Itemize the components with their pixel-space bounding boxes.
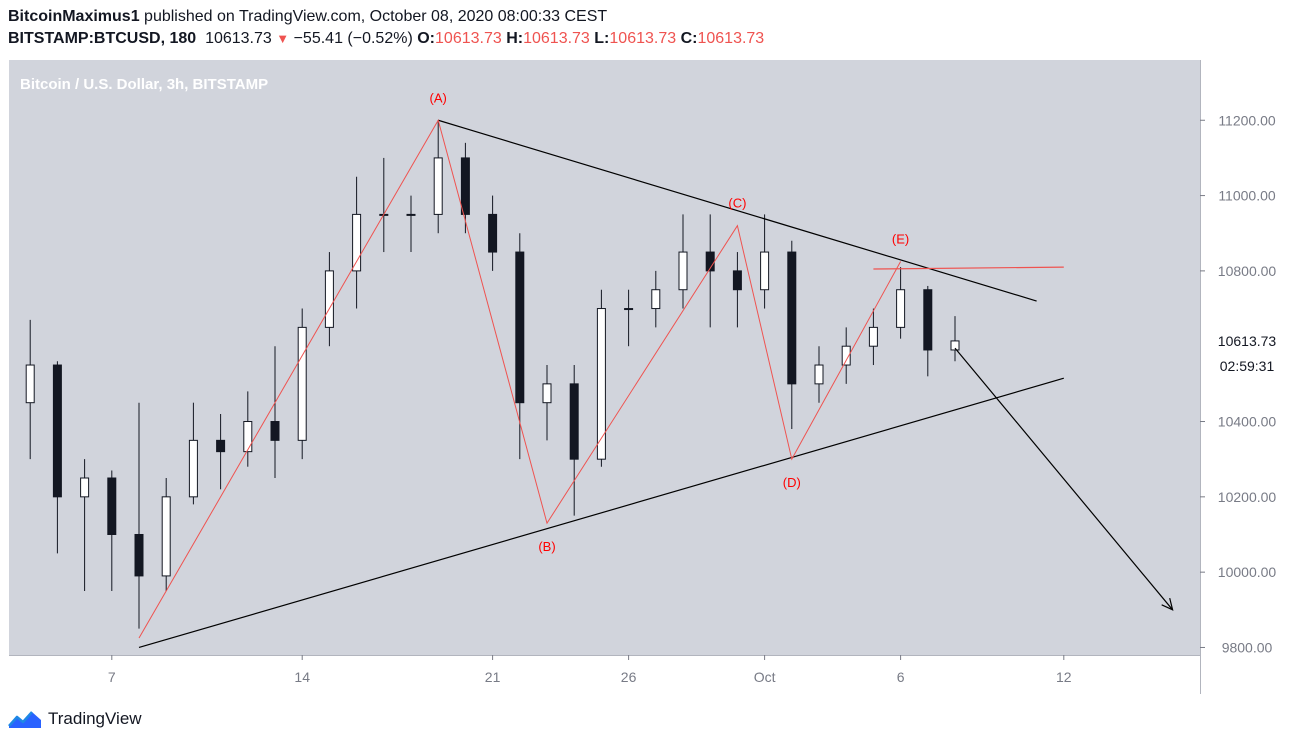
wave-label: (A) (430, 90, 447, 105)
candle (923, 289, 933, 351)
currency-label: USD (1232, 72, 1262, 88)
publish-date: published on TradingView.com, October 08… (139, 8, 608, 25)
author-name[interactable]: BitcoinMaximus1 (8, 8, 140, 25)
y-tick-label: 10800.00 (1218, 263, 1277, 279)
candle (433, 157, 443, 215)
candle (324, 270, 334, 328)
high-value: 10613.73 (523, 30, 590, 47)
current-price: 10613.73 (205, 30, 272, 47)
down-triangle-icon: ▼ (276, 31, 290, 46)
wave-label: (D) (783, 475, 801, 490)
candle (352, 213, 362, 272)
wave-path (138, 118, 902, 639)
wave-label: (B) (538, 539, 555, 554)
low-label: L: (594, 30, 610, 47)
last-price-label: 10613.73 (1218, 333, 1277, 349)
wave-label: (E) (892, 231, 909, 246)
symbol-name[interactable]: BITSTAMP:BTCUSD, 180 (8, 30, 197, 47)
candle (950, 340, 960, 351)
x-tick-label: Oct (754, 669, 776, 685)
open-label: O: (417, 30, 436, 47)
candle (651, 289, 661, 310)
close-label: C: (680, 30, 698, 47)
x-tick-label: 26 (621, 669, 637, 685)
y-tick-label: 10000.00 (1218, 564, 1277, 580)
time-axis (9, 655, 1200, 694)
chart-header: BitcoinMaximus1 published on TradingView… (8, 6, 764, 50)
tradingview-logo-icon[interactable] (8, 708, 42, 730)
candle (107, 477, 117, 535)
candle (542, 383, 552, 404)
x-tick-label: 6 (897, 669, 905, 685)
symbol-info: BITSTAMP:BTCUSD, 180 10613.73 ▼ −55.41 (… (8, 28, 764, 50)
candle (596, 308, 606, 460)
y-tick-label: 11200.00 (1218, 112, 1276, 128)
candle (270, 421, 280, 441)
tradingview-brand[interactable]: TradingView (48, 709, 142, 728)
candle (460, 157, 470, 215)
candle (25, 364, 35, 404)
wave-labels: (A) (B) (C) (D) (E) (430, 90, 910, 554)
open-value: 10613.73 (435, 30, 502, 47)
x-tick-label: 21 (485, 669, 501, 685)
candle (406, 213, 416, 216)
candle (134, 533, 144, 577)
candle (80, 477, 90, 498)
x-ticks: 7 14 21 26 Oct 6 12 (108, 655, 1072, 685)
x-tick-label: 14 (294, 669, 310, 685)
y-tick-label: 9800.00 (1222, 639, 1273, 655)
price-change: −55.41 (−0.52%) (293, 30, 413, 47)
candle (732, 270, 742, 291)
y-ticks: 11200.00 11000.00 10800.00 10400.00 10200.00… (1200, 112, 1276, 655)
close-value: 10613.73 (697, 30, 765, 47)
low-value: 10613.73 (609, 30, 677, 47)
candle (678, 251, 688, 291)
candle (515, 251, 525, 404)
y-tick-label: 10400.00 (1218, 414, 1277, 430)
price-chart[interactable]: Bitcoin / U.S. Dollar, 3h, BITSTAMP USD 11… (9, 60, 1290, 694)
arrow-head-icon (1161, 598, 1174, 611)
projection-arrow (954, 347, 1174, 611)
x-tick-label: 12 (1056, 669, 1072, 685)
candles (25, 120, 960, 629)
candle (243, 421, 253, 453)
upper-trendline (438, 119, 1037, 302)
y-tick-label: 11000.00 (1218, 188, 1276, 204)
candle (868, 326, 878, 347)
candle (52, 364, 62, 498)
wave-label: (C) (728, 196, 746, 211)
y-tick-label: 10200.00 (1218, 489, 1277, 505)
last-price-box (1201, 330, 1290, 353)
candle (216, 439, 226, 453)
publish-info: BitcoinMaximus1 published on TradingView… (8, 6, 764, 28)
chart-title: Bitcoin / U.S. Dollar, 3h, BITSTAMP (20, 76, 268, 93)
x-tick-label: 7 (108, 669, 116, 685)
candle (760, 251, 770, 291)
candle (569, 383, 579, 460)
countdown-box (1201, 355, 1290, 378)
candle (488, 213, 498, 253)
candle (297, 326, 307, 441)
high-label: H: (506, 30, 524, 47)
candle (896, 289, 906, 328)
lower-trendline (138, 377, 1064, 649)
chart-area[interactable]: Bitcoin / U.S. Dollar, 3h, BITSTAMP USD 11… (9, 60, 1290, 694)
footer: TradingView (8, 706, 142, 732)
candle (787, 251, 797, 385)
countdown-label: 02:59:31 (1220, 358, 1275, 374)
candle (841, 345, 851, 366)
e-resistance-line (873, 266, 1064, 270)
candle (624, 308, 634, 311)
candle (814, 364, 824, 385)
candle (161, 496, 171, 577)
candle (188, 439, 198, 498)
